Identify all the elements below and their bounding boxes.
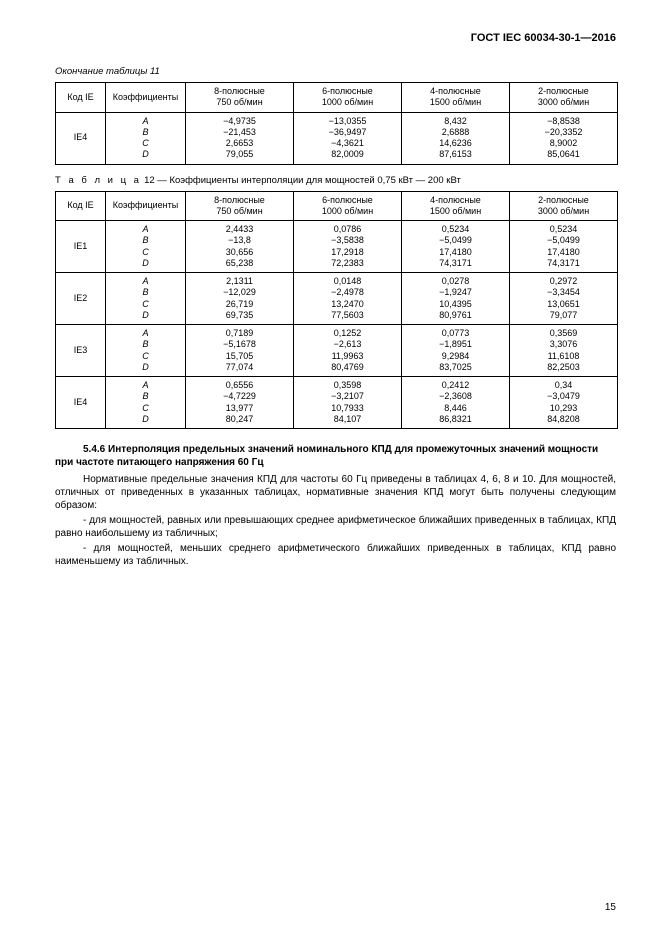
cell-4pole: 0,2412−2,36088,44686,8321 — [402, 377, 510, 429]
cell-code: IE4 — [56, 377, 106, 429]
cell-code: IE4 — [56, 112, 106, 164]
cell-2pole: 0,5234−5,049917,418074,3171 — [510, 221, 618, 273]
cell-code: IE3 — [56, 325, 106, 377]
paragraph: - для мощностей, равных или превышающих … — [55, 514, 616, 540]
cell-8pole: −4,9735−21,4532,665379,055 — [186, 112, 294, 164]
cell-coefs: ABCD — [106, 112, 186, 164]
table-row: IE2ABCD2,1311−12,02926,71969,7350,0148−2… — [56, 273, 618, 325]
cell-2pole: −8,8538−20,33528,900285,0641 — [510, 112, 618, 164]
cell-6pole: 0,3598−3,210710,793384,107 — [294, 377, 402, 429]
cell-code: IE1 — [56, 221, 106, 273]
cell-6pole: 0,1252−2,61311,996380,4769 — [294, 325, 402, 377]
th-4pole: 4-полюсные1500 об/мин — [402, 191, 510, 221]
th-8pole: 8-полюсные750 об/мин — [186, 191, 294, 221]
th-code: Код IE — [56, 191, 106, 221]
th-coef: Коэффициенты — [106, 83, 186, 113]
table-row: IE4 ABCD −4,9735−21,4532,665379,055 −13,… — [56, 112, 618, 164]
table12-caption: Т а б л и ц а 12 — Коэффициенты интерпол… — [55, 175, 616, 186]
th-8pole: 8-полюсные750 об/мин — [186, 83, 294, 113]
table11: Код IE Коэффициенты 8-полюсные750 об/мин… — [55, 82, 618, 165]
th-coef: Коэффициенты — [106, 191, 186, 221]
cell-code: IE2 — [56, 273, 106, 325]
table-header-row: Код IE Коэффициенты 8-полюсные750 об/мин… — [56, 83, 618, 113]
th-6pole: 6-полюсные1000 об/мин — [294, 83, 402, 113]
caption-rest: 12 — Коэффициенты интерполяции для мощно… — [141, 175, 460, 186]
doc-title: ГОСТ IEC 60034-30-1—2016 — [55, 32, 616, 44]
paragraph: Нормативные предельные значения КПД для … — [55, 473, 616, 512]
page-number: 15 — [605, 902, 616, 913]
cell-coefs: ABCD — [106, 221, 186, 273]
th-2pole: 2-полюсные3000 об/мин — [510, 83, 618, 113]
cell-coefs: ABCD — [106, 377, 186, 429]
table-row: IE3ABCD0,7189−5,167815,70577,0740,1252−2… — [56, 325, 618, 377]
page: ГОСТ IEC 60034-30-1—2016 Окончание табли… — [0, 0, 661, 935]
cell-coefs: ABCD — [106, 273, 186, 325]
th-2pole: 2-полюсные3000 об/мин — [510, 191, 618, 221]
table11-caption: Окончание таблицы 11 — [55, 66, 616, 77]
cell-2pole: 0,34−3,047910,29384,8208 — [510, 377, 618, 429]
table-header-row: Код IE Коэффициенты 8-полюсные750 об/мин… — [56, 191, 618, 221]
section-heading: 5.4.6 Интерполяция предельных значений н… — [55, 443, 616, 469]
cell-6pole: 0,0786−3,583817,291872,2383 — [294, 221, 402, 273]
cell-2pole: 0,35693,307611,610882,2503 — [510, 325, 618, 377]
cell-6pole: 0,0148−2,497813,247077,5603 — [294, 273, 402, 325]
th-6pole: 6-полюсные1000 об/мин — [294, 191, 402, 221]
cell-8pole: 2,4433−13,830,65665,238 — [186, 221, 294, 273]
table-row: IE4ABCD0,6556−4,722913,97780,2470,3598−3… — [56, 377, 618, 429]
table12: Код IE Коэффициенты 8-полюсные750 об/мин… — [55, 191, 618, 430]
th-4pole: 4-полюсные1500 об/мин — [402, 83, 510, 113]
table-row: IE1ABCD2,4433−13,830,65665,2380,0786−3,5… — [56, 221, 618, 273]
cell-4pole: 8,4322,688814,623687,6153 — [402, 112, 510, 164]
caption-word: Т а б л и ц а — [55, 175, 141, 186]
cell-8pole: 0,6556−4,722913,97780,247 — [186, 377, 294, 429]
cell-8pole: 2,1311−12,02926,71969,735 — [186, 273, 294, 325]
paragraph: - для мощностей, меньших среднего арифме… — [55, 542, 616, 568]
cell-coefs: ABCD — [106, 325, 186, 377]
cell-8pole: 0,7189−5,167815,70577,074 — [186, 325, 294, 377]
cell-4pole: 0,0773−1,89519,298483,7025 — [402, 325, 510, 377]
cell-4pole: 0,0278−1,924710,439580,9761 — [402, 273, 510, 325]
cell-4pole: 0,5234−5,049917,418074,3171 — [402, 221, 510, 273]
cell-2pole: 0,2972−3,345413,065179,077 — [510, 273, 618, 325]
th-code: Код IE — [56, 83, 106, 113]
cell-6pole: −13,0355−36,9497−4,362182,0009 — [294, 112, 402, 164]
